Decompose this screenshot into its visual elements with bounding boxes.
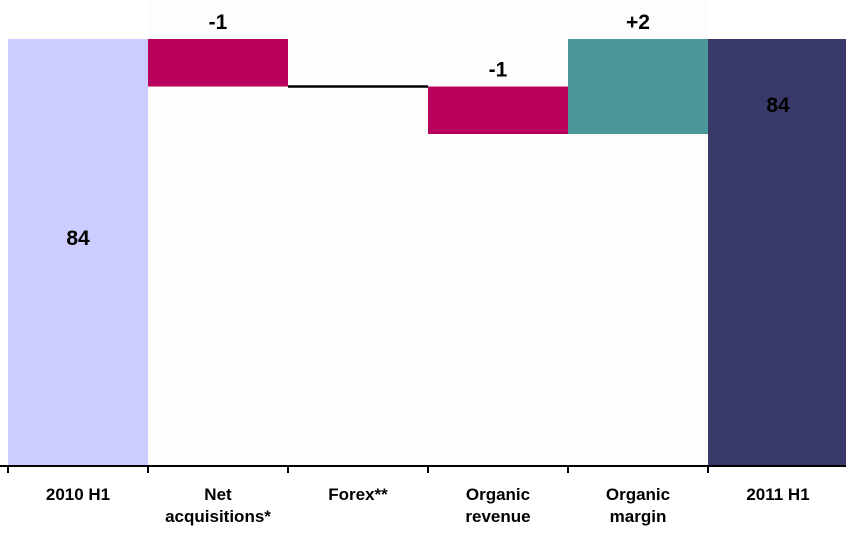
bar-c2: [148, 39, 288, 87]
tick-label-c5-line2: margin: [610, 507, 667, 526]
tick-label-c1-line1: 2010 H1: [46, 485, 110, 504]
tick-label-c4-line2: revenue: [465, 507, 530, 526]
tick-label-c6-line1: 2011 H1: [746, 485, 809, 504]
tick-label-c4-line1: Organic: [466, 485, 530, 504]
tick-label-c5-line1: Organic: [606, 485, 670, 504]
bar-c1: [8, 39, 148, 466]
data-label-c4: -1: [489, 59, 508, 82]
bar-c5: [568, 39, 708, 134]
data-label-c2: -1: [209, 11, 228, 34]
tick-label-c2-line2: acquisitions*: [165, 507, 271, 526]
bar-c4: [428, 86, 568, 134]
data-label-c6: 84: [766, 94, 790, 117]
tick-label-c3-line1: Forex**: [328, 485, 388, 504]
bar-c6: [708, 39, 846, 466]
data-label-c1: 84: [66, 227, 90, 250]
tick-label-c2-line1: Net: [204, 485, 232, 504]
data-label-c5: +2: [626, 11, 650, 34]
